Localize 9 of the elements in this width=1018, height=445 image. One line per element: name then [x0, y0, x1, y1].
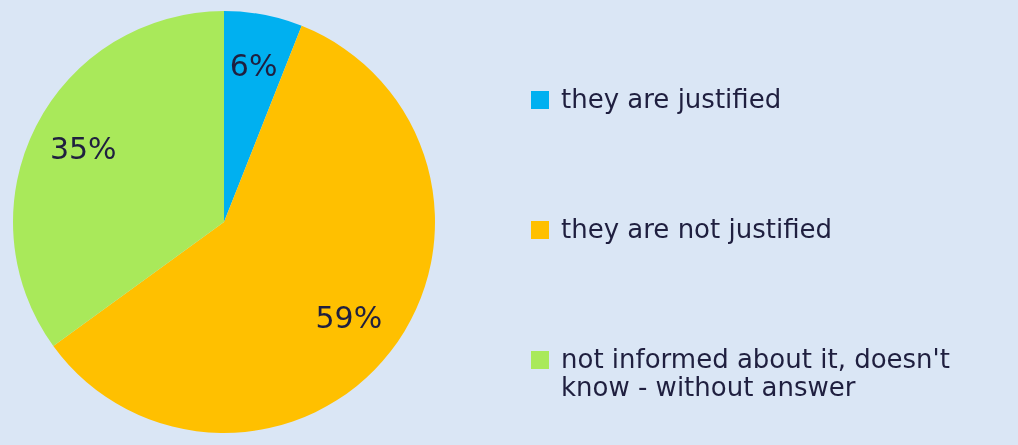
pie-slice	[13, 11, 224, 347]
legend-label: not informed about it, doesn't know - without answer	[561, 344, 950, 402]
legend-label: they are not justified	[561, 214, 833, 244]
data-label: 59%	[315, 299, 383, 335]
pie-slice	[53, 25, 435, 433]
legend-label: they are justified	[561, 84, 782, 114]
data-label: 35%	[49, 131, 117, 167]
data-label: 6%	[229, 47, 278, 83]
pie-slice	[224, 11, 302, 222]
